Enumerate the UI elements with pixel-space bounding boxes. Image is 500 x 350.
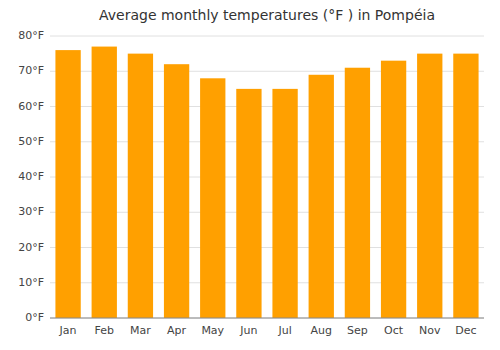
- x-tick-label: Jan: [59, 324, 77, 337]
- bar: [453, 54, 478, 318]
- bar: [55, 50, 80, 318]
- y-tick-label: 80°F: [18, 29, 44, 42]
- y-tick-label: 20°F: [18, 241, 44, 254]
- bar: [381, 61, 406, 318]
- y-tick-label: 70°F: [18, 64, 44, 77]
- x-tick-label: Dec: [455, 324, 476, 337]
- x-tick-label: Jun: [239, 324, 257, 337]
- y-tick-label: 40°F: [18, 170, 44, 183]
- y-tick-label: 30°F: [18, 205, 44, 218]
- x-tick-label: May: [201, 324, 224, 337]
- grid-line: [50, 36, 484, 37]
- x-tick-label: Aug: [311, 324, 332, 337]
- bar: [236, 89, 261, 318]
- y-axis: 0°F 10°F 20°F 30°F 40°F 50°F 60°F 70°F 80°F: [18, 29, 44, 324]
- x-axis: Jan Feb Mar Apr May Jun Jul Aug Sep Oct Nov Dec: [50, 318, 484, 337]
- bar: [309, 75, 334, 318]
- x-tick-label: Sep: [347, 324, 368, 337]
- y-tick-label: 0°F: [25, 311, 44, 324]
- x-tick-label: Mar: [130, 324, 151, 337]
- bar: [200, 78, 225, 318]
- x-tick-label: Jul: [277, 324, 291, 337]
- bar: [272, 89, 297, 318]
- chart: 0°F 10°F 20°F 30°F 40°F 50°F 60°F 70°F 80°F Jan Fe…: [0, 0, 500, 350]
- grid-line: [50, 318, 484, 319]
- x-tick-label: Feb: [95, 324, 114, 337]
- x-tick-label: Oct: [384, 324, 404, 337]
- grid: [50, 36, 484, 318]
- bar: [164, 64, 189, 318]
- title: Average monthly temperatures (°F ) in Po…: [99, 7, 435, 23]
- bar: [345, 68, 370, 318]
- bars: [55, 47, 478, 318]
- y-tick-label: 10°F: [18, 276, 44, 289]
- x-axis-line: [50, 318, 484, 319]
- bar: [128, 54, 153, 318]
- bar: [417, 54, 442, 318]
- x-tick-label: Apr: [167, 324, 187, 337]
- y-tick-label: 50°F: [18, 135, 44, 148]
- bar: [92, 47, 117, 318]
- x-tick-label: Nov: [419, 324, 441, 337]
- y-tick-label: 60°F: [18, 100, 44, 113]
